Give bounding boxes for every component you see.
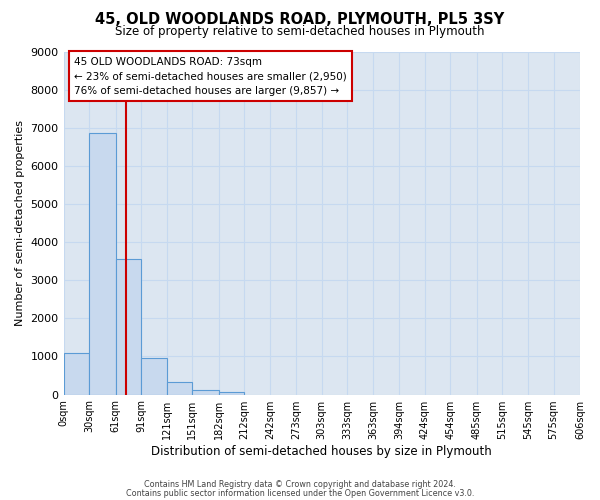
Bar (167, 382, 192, 394)
Y-axis label: Number of semi-detached properties: Number of semi-detached properties (15, 120, 25, 326)
Bar (64, 352, 89, 395)
Text: Contains HM Land Registry data © Crown copyright and database right 2024.: Contains HM Land Registry data © Crown c… (144, 480, 456, 489)
Bar (89, 132, 116, 394)
Text: 45 OLD WOODLANDS ROAD: 73sqm
← 23% of semi-detached houses are smaller (2,950)
7: 45 OLD WOODLANDS ROAD: 73sqm ← 23% of se… (74, 56, 347, 96)
Bar (116, 259, 141, 394)
Bar (192, 390, 218, 394)
Text: Size of property relative to semi-detached houses in Plymouth: Size of property relative to semi-detach… (115, 25, 485, 38)
Bar (218, 392, 244, 394)
X-axis label: Distribution of semi-detached houses by size in Plymouth: Distribution of semi-detached houses by … (151, 444, 492, 458)
Text: Contains public sector information licensed under the Open Government Licence v3: Contains public sector information licen… (126, 488, 474, 498)
Text: 45, OLD WOODLANDS ROAD, PLYMOUTH, PL5 3SY: 45, OLD WOODLANDS ROAD, PLYMOUTH, PL5 3S… (95, 12, 505, 28)
Bar (141, 358, 167, 395)
